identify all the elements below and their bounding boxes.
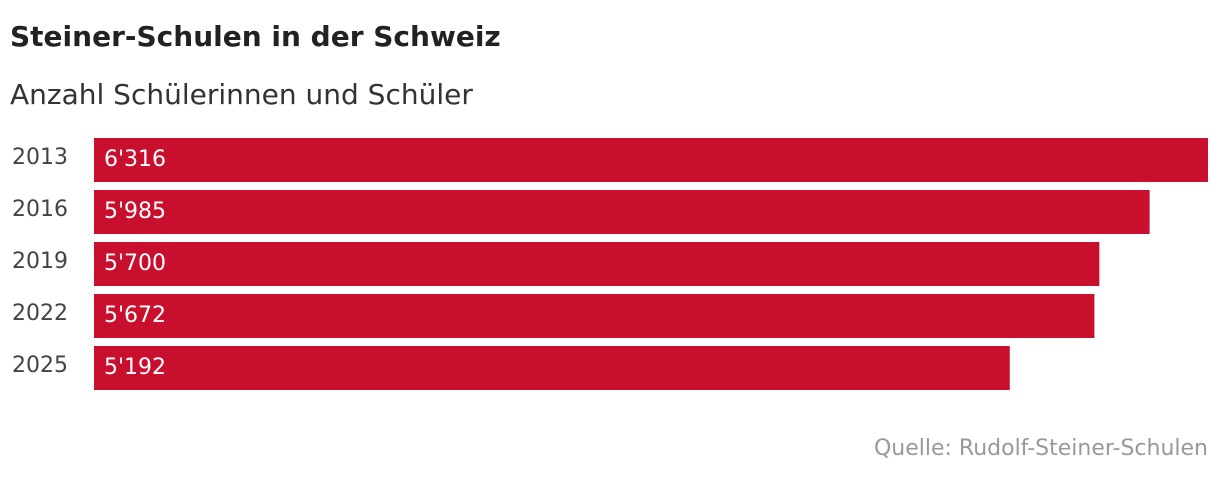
y-tick-label: 2013 — [12, 145, 68, 170]
y-tick-label: 2022 — [12, 301, 68, 326]
value-label: 5'672 — [104, 303, 166, 328]
chart-subtitle: Anzahl Schülerinnen und Schüler — [10, 78, 473, 111]
value-label: 5'700 — [104, 251, 166, 276]
bar — [94, 294, 1095, 338]
y-tick-label: 2016 — [12, 197, 68, 222]
value-label: 5'192 — [104, 355, 166, 380]
source-note: Quelle: Rudolf-Steiner-Schulen — [874, 436, 1208, 461]
value-label: 5'985 — [104, 199, 166, 224]
value-label: 6'316 — [104, 147, 166, 172]
bar — [94, 138, 1208, 182]
y-tick-label: 2025 — [12, 353, 68, 378]
bar — [94, 242, 1100, 286]
chart-title: Steiner-Schulen in der Schweiz — [10, 20, 501, 53]
bar — [94, 190, 1150, 234]
y-tick-label: 2019 — [12, 249, 68, 274]
bar — [94, 346, 1010, 390]
